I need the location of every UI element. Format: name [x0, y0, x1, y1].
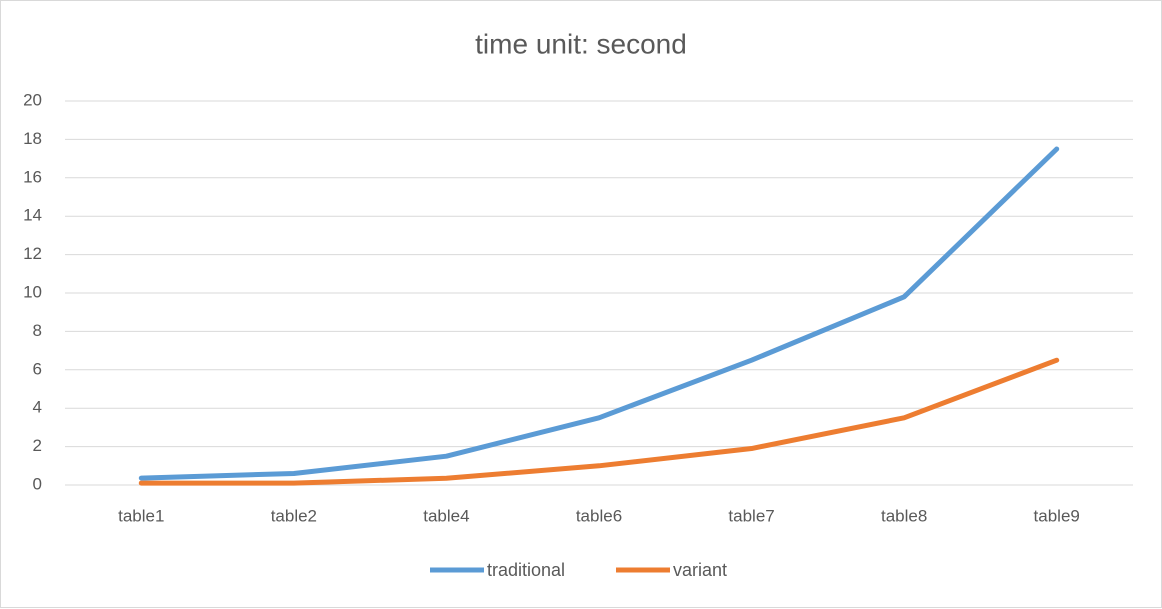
- x-tick-label: table1: [118, 506, 164, 525]
- x-tick-label: table8: [881, 506, 927, 525]
- line-series: [138, 146, 1060, 481]
- y-tick-label: 12: [23, 244, 42, 263]
- y-tick-label: 10: [23, 282, 42, 301]
- y-tick-label: 16: [23, 167, 42, 186]
- y-tick-label: 20: [23, 90, 42, 109]
- x-tick-label: table6: [576, 506, 622, 525]
- x-tick-label: table2: [271, 506, 317, 525]
- y-tick-label: 4: [33, 398, 42, 417]
- y-tick-label: 6: [33, 359, 42, 378]
- legend-label: variant: [673, 560, 727, 580]
- legend-label: traditional: [487, 560, 565, 580]
- x-tick-label: table4: [423, 506, 469, 525]
- x-tick-label: table7: [728, 506, 774, 525]
- y-tick-label: 8: [33, 321, 42, 340]
- line-series: [138, 357, 1060, 486]
- y-tick-label: 2: [33, 436, 42, 455]
- y-tick-label: 0: [33, 474, 42, 493]
- chart-title: time unit: second: [475, 28, 687, 59]
- y-tick-label: 18: [23, 129, 42, 148]
- x-tick-label: table9: [1034, 506, 1080, 525]
- y-tick-label: 14: [23, 206, 42, 225]
